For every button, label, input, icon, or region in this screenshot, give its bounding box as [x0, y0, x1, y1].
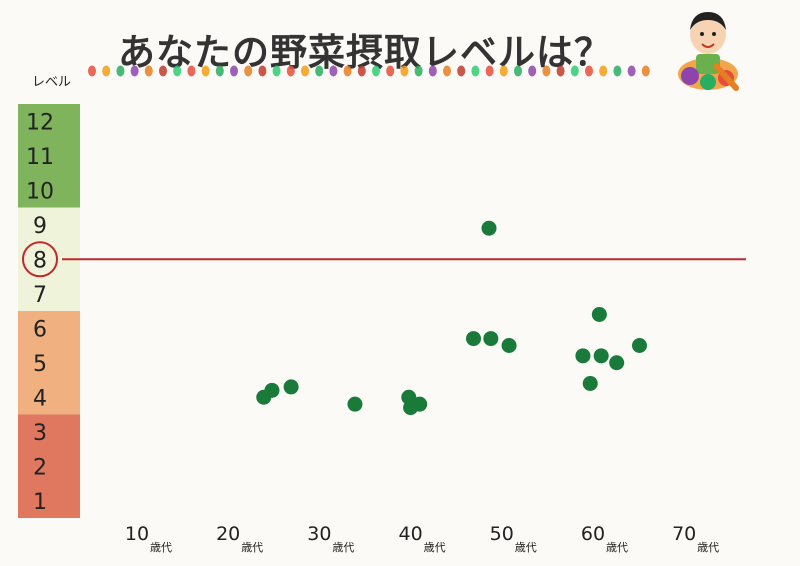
- y-tick-label: 8: [33, 248, 47, 273]
- level-band-3: [18, 414, 80, 518]
- chart-title: あなたの野菜摂取レベルは？: [118, 31, 612, 74]
- y-tick-label: 1: [33, 490, 47, 515]
- data-point: [483, 331, 499, 347]
- target-level-marker: [22, 241, 58, 278]
- data-point: [466, 331, 482, 347]
- x-tick-label: 10: [125, 523, 149, 545]
- data-point: [609, 355, 625, 371]
- vegetable-border-icon: [88, 65, 650, 77]
- y-tick-label: 11: [26, 145, 54, 170]
- y-tick-label: 9: [33, 214, 47, 239]
- y-tick-label: 2: [33, 455, 47, 480]
- x-tick-unit: 歳代: [606, 541, 628, 554]
- data-point: [501, 338, 517, 353]
- x-tick-label: 40: [398, 523, 422, 545]
- data-point: [591, 306, 607, 322]
- y-axis-label: レベル: [32, 75, 71, 90]
- y-tick-label: 12: [26, 110, 54, 135]
- y-tick-label: 3: [33, 421, 47, 446]
- data-point: [575, 348, 591, 364]
- level-band-2: [18, 311, 80, 415]
- x-tick-unit: 歳代: [241, 541, 263, 554]
- x-tick-label: 60: [581, 523, 605, 545]
- y-tick-label: 5: [33, 352, 47, 377]
- data-point: [481, 220, 497, 236]
- y-tick-label: 6: [33, 317, 47, 342]
- x-tick-unit: 歳代: [515, 541, 537, 554]
- level-band-0: [18, 104, 80, 208]
- y-tick-label: 7: [33, 283, 47, 308]
- data-point: [412, 396, 428, 412]
- y-tick-label: 4: [33, 386, 47, 411]
- x-tick-label: 50: [490, 523, 514, 545]
- data-point: [347, 396, 363, 412]
- data-point: [283, 379, 299, 395]
- x-tick-unit: 歳代: [424, 541, 446, 554]
- data-point: [264, 382, 280, 398]
- x-tick-label: 20: [216, 523, 240, 545]
- data-point: [582, 375, 598, 391]
- boy-with-vegetables-icon: [678, 12, 739, 91]
- x-tick-unit: 歳代: [150, 541, 172, 554]
- x-tick-unit: 歳代: [332, 541, 354, 554]
- x-tick-label: 30: [307, 523, 331, 545]
- y-tick-label: 10: [26, 179, 54, 204]
- x-tick-label: 70: [672, 523, 696, 545]
- x-tick-unit: 歳代: [697, 541, 719, 554]
- data-point: [593, 348, 609, 364]
- data-point: [631, 338, 647, 353]
